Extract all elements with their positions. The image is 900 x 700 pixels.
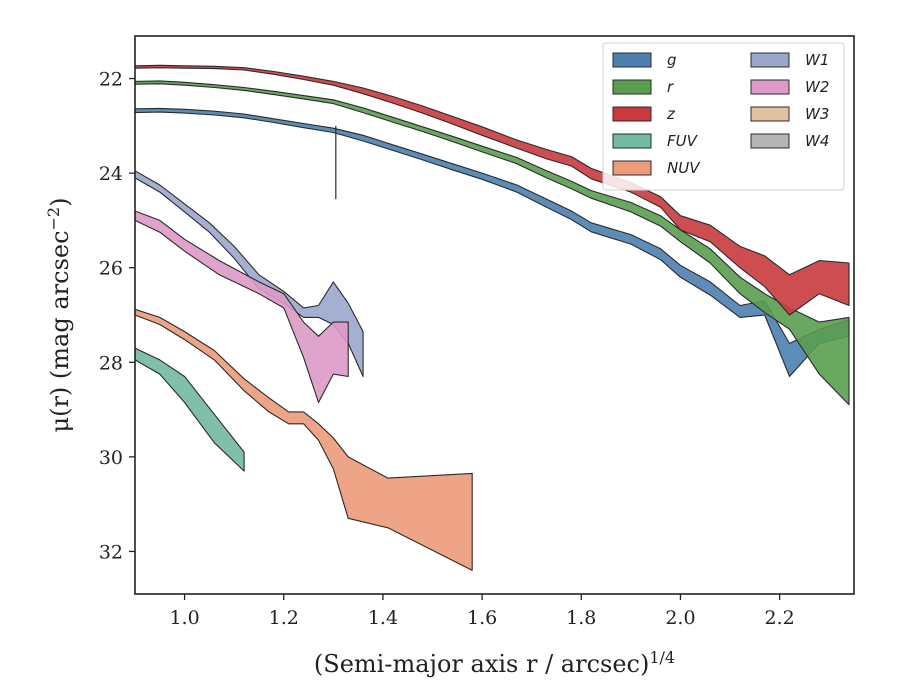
y-tick-label: 22 xyxy=(99,69,123,91)
legend-swatch-z xyxy=(612,106,652,122)
x-tick-label: 1.4 xyxy=(368,607,398,629)
y-tick-label: 30 xyxy=(99,447,123,469)
x-tick-label: 1.2 xyxy=(269,607,299,629)
y-tick-label: 28 xyxy=(99,352,123,374)
y-axis-label-suffix: ) xyxy=(46,198,74,207)
legend: grz FUV NUV W1 W2 W3 W4 xyxy=(602,42,845,191)
band-r xyxy=(134,80,850,406)
legend-label-fuv: FUV xyxy=(667,132,699,150)
legend-swatch-w2 xyxy=(750,79,790,95)
x-tick-label: 2.2 xyxy=(765,607,795,629)
x-axis-label-text: (Semi-major axis r / arcsec) xyxy=(314,650,649,678)
plot-frame xyxy=(134,35,855,595)
legend-label-r: r xyxy=(667,78,674,96)
legend-swatch-r xyxy=(612,79,652,95)
y-tick-label: 24 xyxy=(99,163,123,185)
band-w1 xyxy=(134,170,364,378)
legend-label-w2: W2 xyxy=(805,78,829,96)
tick-layer: 1.0 1.2 1.4 1.6 1.8 2.0 2.2 22 24 26 28 30 32 xyxy=(99,69,795,629)
band-layer xyxy=(134,64,850,571)
legend-label-w4: W4 xyxy=(805,132,829,150)
band-z xyxy=(134,64,850,316)
legend-label-g: g xyxy=(667,51,677,69)
x-axis-label: (Semi-major axis r / arcsec)1/4 xyxy=(314,648,675,678)
band-nuv xyxy=(134,308,473,571)
legend-label-w1: W1 xyxy=(805,51,829,69)
legend-label-z: z xyxy=(666,105,676,123)
x-tick-label: 1.6 xyxy=(467,607,497,629)
band-fuv xyxy=(134,347,245,472)
legend-swatch-w1 xyxy=(750,52,790,68)
y-axis-label: μ(r) (mag arcsec−2) xyxy=(44,198,74,433)
legend-label-w3: W3 xyxy=(805,105,829,123)
y-axis-label-prefix: μ(r) (mag arcsec xyxy=(46,230,74,432)
x-tick-label: 1.0 xyxy=(169,607,199,629)
legend-swatch-w4 xyxy=(750,133,790,149)
band-w2 xyxy=(134,210,349,404)
x-tick-label: 1.8 xyxy=(566,607,596,629)
y-axis-label-exponent: −2 xyxy=(44,207,63,231)
legend-swatch-w3 xyxy=(750,106,790,122)
legend-label-nuv: NUV xyxy=(667,159,701,177)
x-tick-label: 2.0 xyxy=(665,607,695,629)
y-tick-label: 32 xyxy=(99,541,123,563)
x-axis-label-exponent: 1/4 xyxy=(649,648,675,667)
legend-swatch-fuv xyxy=(612,133,652,149)
legend-swatch-nuv xyxy=(612,160,652,176)
legend-swatch-g xyxy=(612,52,652,68)
y-tick-label: 26 xyxy=(99,258,123,280)
